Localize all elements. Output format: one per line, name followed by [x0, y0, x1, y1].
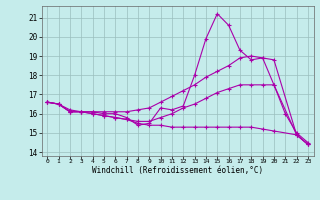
- X-axis label: Windchill (Refroidissement éolien,°C): Windchill (Refroidissement éolien,°C): [92, 166, 263, 175]
